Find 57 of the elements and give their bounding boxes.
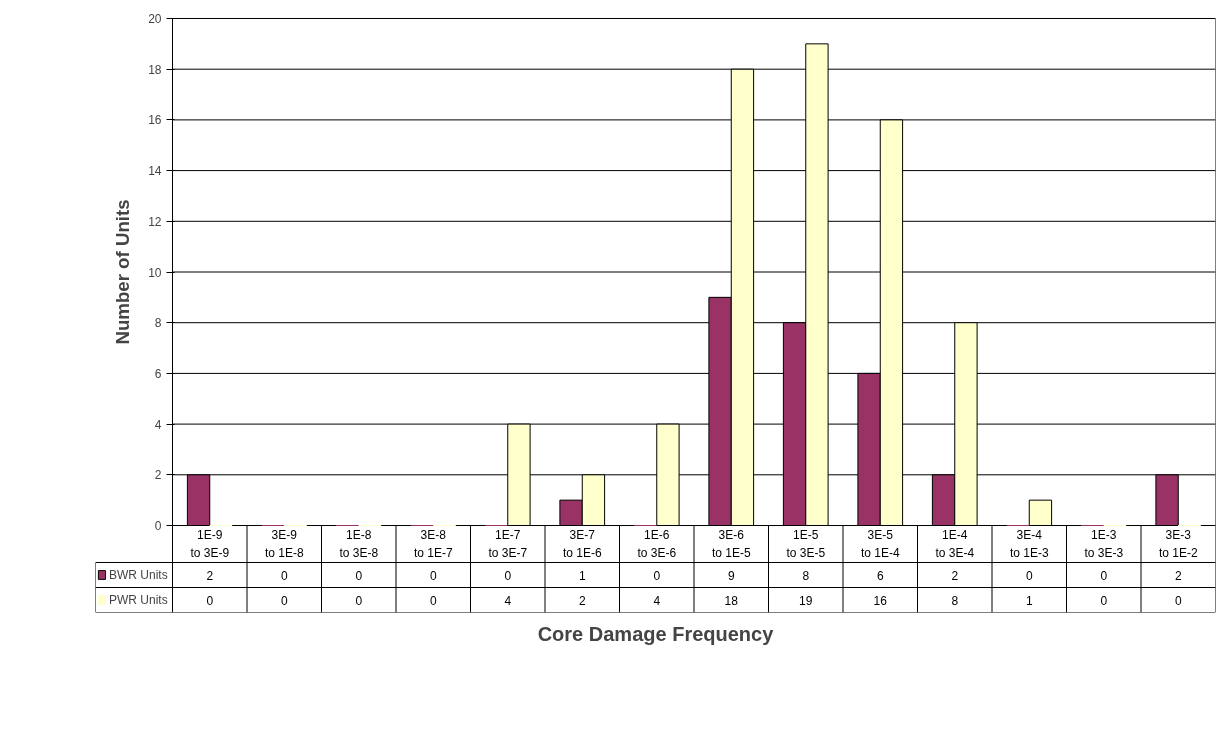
x-tick-label: 3E-7 to 1E-6	[562, 528, 602, 560]
x-tick-label: 3E-6 to 1E-5	[711, 528, 751, 560]
x-tick-label: 1E-3 to 3E-3	[1084, 528, 1124, 560]
data-label: 0	[653, 568, 661, 583]
data-label: 6	[876, 568, 884, 583]
x-tick-label: 1E-6 to 3E-6	[637, 528, 677, 560]
x-tick-label: 3E-8 to 1E-7	[413, 528, 453, 560]
data-label: 2	[1174, 568, 1182, 583]
data-label: 0	[429, 593, 437, 608]
y-tick-label: 18	[148, 62, 162, 77]
x-tick-label: 3E-9 to 1E-8	[264, 528, 304, 560]
y-tick-label: 4	[154, 417, 162, 432]
data-label: 19	[799, 593, 813, 608]
y-tick-label: 10	[148, 265, 162, 280]
data-label: 2	[206, 568, 214, 583]
data-label: 16	[873, 593, 888, 608]
data-label: 0	[355, 593, 363, 608]
y-tick-label: 20	[148, 12, 162, 26]
data-label: 4	[653, 593, 661, 608]
data-label: 0	[1100, 568, 1108, 583]
data-label: 18	[724, 593, 739, 608]
data-label: 0	[280, 568, 288, 583]
y-tick-label: 14	[148, 164, 162, 179]
x-tick-label: 1E-9 to 3E-9	[190, 528, 230, 560]
data-label: 0	[1100, 593, 1108, 608]
data-label: 0	[206, 593, 214, 608]
data-label: 0	[504, 568, 512, 583]
legend-label: PWR Units	[109, 591, 168, 609]
data-label: 9	[727, 568, 735, 583]
data-label: 0	[1025, 568, 1033, 583]
data-label: 8	[951, 593, 959, 608]
data-label: 8	[802, 568, 810, 583]
y-tick-label: 16	[148, 113, 162, 128]
data-label: 2	[578, 593, 586, 608]
x-axis-title: Core Damage Frequency	[537, 622, 775, 645]
data-label: 0	[429, 568, 437, 583]
x-tick-label: 1E-8 to 3E-8	[339, 528, 379, 560]
data-label: 2	[951, 568, 959, 583]
x-tick-label: 3E-4 to 1E-3	[1009, 528, 1049, 560]
y-tick-label: 8	[154, 316, 162, 331]
data-label: 0	[355, 568, 363, 583]
data-label: 4	[504, 593, 512, 608]
y-tick-label: 0	[154, 519, 162, 533]
x-tick-label: 3E-5 to 1E-4	[860, 528, 900, 560]
y-tick-label: 6	[154, 366, 162, 381]
data-label: 1	[1025, 593, 1033, 608]
data-label: 0	[280, 593, 288, 608]
y-tick-label: 12	[148, 214, 162, 229]
data-label: 1	[578, 568, 586, 583]
y-axis-title: Number of Units	[112, 199, 134, 345]
data-label: 0	[1174, 593, 1182, 608]
legend-label: BWR Units	[109, 566, 168, 584]
x-tick-label: 1E-5 to 3E-5	[786, 528, 826, 560]
x-tick-label: 3E-3 to 1E-2	[1158, 528, 1198, 560]
x-tick-label: 1E-4 to 3E-4	[935, 528, 975, 560]
x-tick-label: 1E-7 to 3E-7	[488, 528, 528, 560]
y-tick-label: 2	[154, 468, 162, 483]
